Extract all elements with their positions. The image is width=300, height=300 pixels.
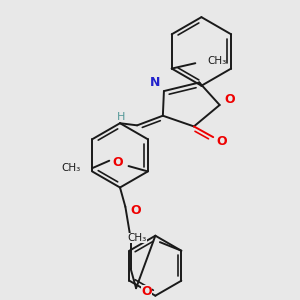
- Text: O: O: [142, 285, 152, 298]
- Text: O: O: [131, 203, 141, 217]
- Text: O: O: [217, 135, 227, 148]
- Text: CH₃: CH₃: [61, 163, 80, 173]
- Text: N: N: [150, 76, 161, 89]
- Text: CH₃: CH₃: [128, 233, 147, 243]
- Text: H: H: [117, 112, 125, 122]
- Text: O: O: [224, 93, 235, 106]
- Text: CH₃: CH₃: [207, 56, 226, 66]
- Text: O: O: [112, 156, 123, 170]
